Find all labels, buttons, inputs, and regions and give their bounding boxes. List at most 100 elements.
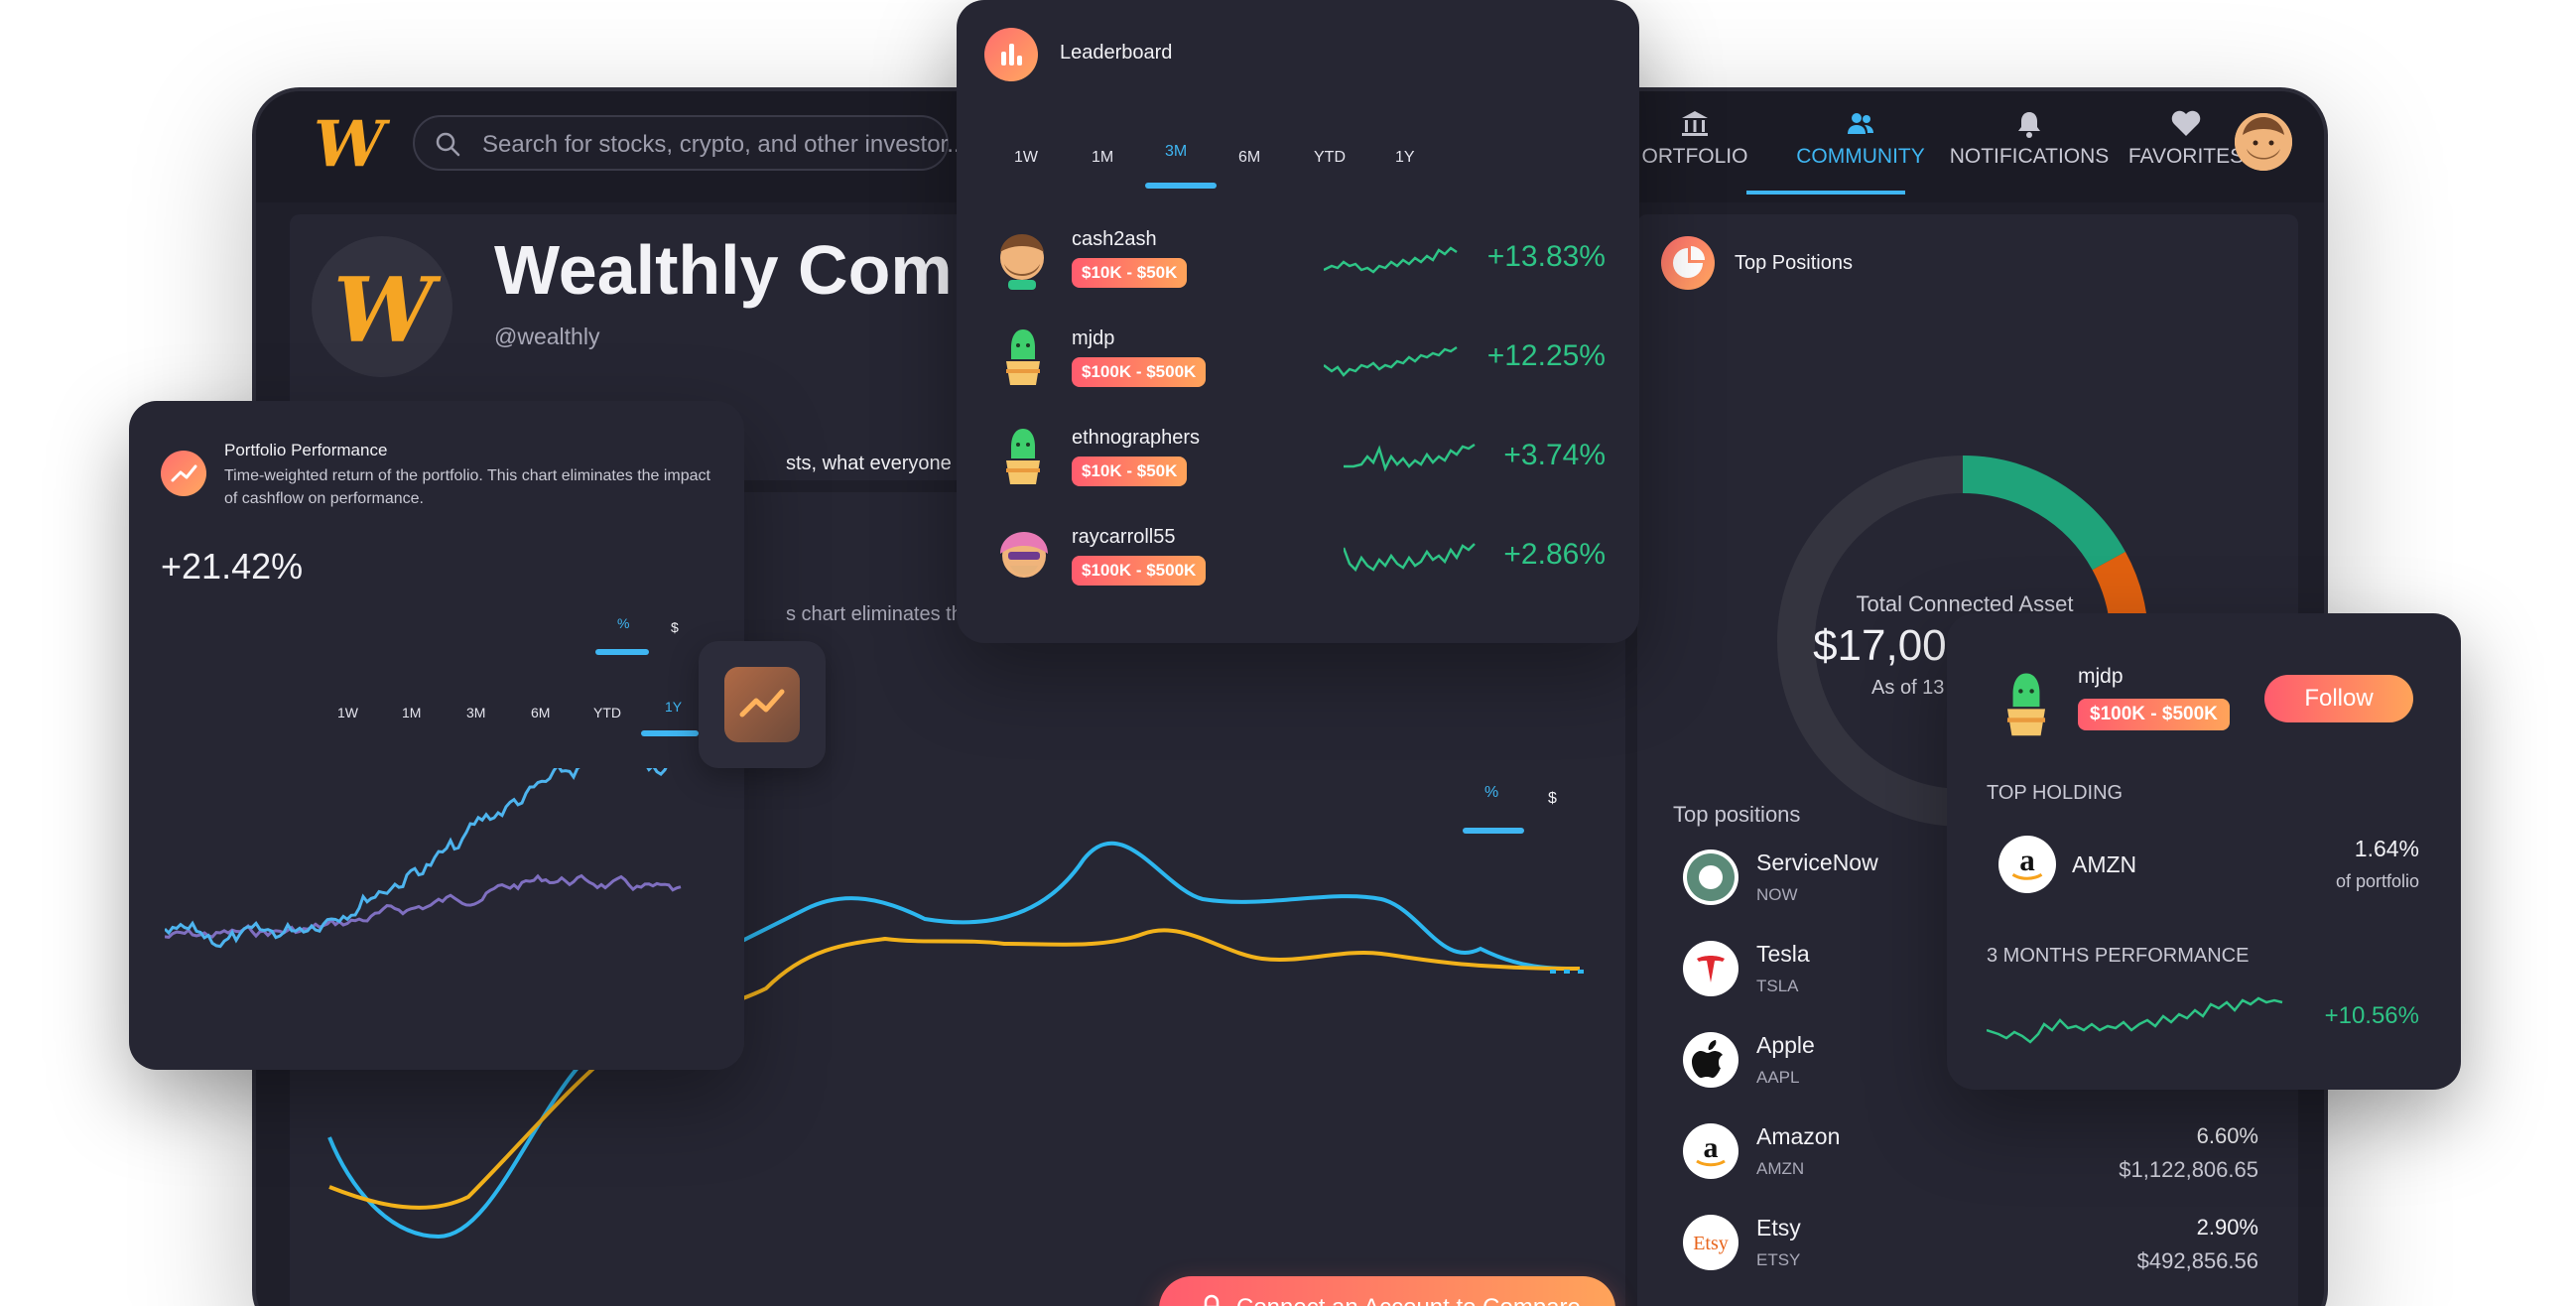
position-name: Etsy	[1756, 1215, 1801, 1241]
position-ticker: ETSY	[1756, 1250, 1801, 1269]
top-positions-list-title: Top positions	[1673, 802, 1801, 827]
position-percent: 6.60%	[2196, 1123, 2258, 1148]
leaderboard-row[interactable]: ethnographers $10K - $50K +3.74%	[957, 419, 1639, 518]
svg-text:a: a	[2019, 843, 2035, 877]
positions-list: ServiceNow NOW Tesla TSLA Apple AAPL a	[1683, 849, 2258, 1306]
position-value: $1,122,806.65	[2119, 1157, 2258, 1182]
performance-label: 3 MONTHS PERFORMANCE	[1987, 945, 2250, 967]
holding-subtext: of portfolio	[2335, 871, 2419, 891]
nav-active-indicator	[1746, 191, 1905, 195]
users-icon	[1848, 113, 1873, 134]
person-avatar-icon	[1000, 532, 1048, 578]
tab-1w[interactable]: 1W	[1014, 149, 1038, 166]
bearded-avatar-icon	[1000, 234, 1044, 290]
nav-portfolio[interactable]: ORTFOLIO	[1625, 109, 1764, 169]
position-row-amazon[interactable]: a Amazon AMZN 6.60% $1,122,806.65	[1683, 1123, 2258, 1215]
portfolio-performance-title: Portfolio Performance	[224, 441, 388, 459]
position-percent: 2.90%	[2196, 1215, 2258, 1240]
nav-favorites[interactable]: FAVORITES	[2112, 109, 2260, 169]
donut-segment-green[interactable]	[1777, 456, 2148, 827]
tab-ytd[interactable]: YTD	[1314, 149, 1346, 166]
percent-toggle-indicator	[595, 649, 649, 655]
search-icon	[436, 132, 460, 157]
tab-1m[interactable]: 1M	[402, 705, 422, 720]
leaderboard-tab-indicator	[1145, 183, 1217, 189]
bell-icon	[2018, 112, 2040, 138]
search-input[interactable]: Search for stocks, crypto, and other inv…	[413, 115, 961, 171]
tab-1m[interactable]: 1M	[1092, 149, 1114, 166]
leaderboard-list: cash2ash $10K - $50K +13.83% mjdp $100K …	[957, 220, 1639, 637]
wealthly-logo: W	[333, 258, 434, 363]
position-row-tesla[interactable]: Tesla TSLA	[1683, 941, 2258, 1032]
comparison-line-yellow	[328, 928, 1581, 1210]
leaderboard-card: Leaderboard 1W 1M 3M 6M YTD 1Y cash2ash …	[957, 0, 1639, 643]
portfolio-size-badge: $10K - $50K	[1072, 258, 1188, 288]
portfolio-range-tabs: 1W 1M 3M 6M YTD 1Y	[129, 695, 744, 744]
performance-value: +10.56%	[2324, 1002, 2419, 1029]
comparison-chart	[327, 841, 1586, 1240]
cactus-avatar-icon	[1006, 429, 1040, 484]
leaderboard-username[interactable]: ethnographers	[1072, 427, 1200, 449]
percent-toggle-indicator	[1463, 828, 1524, 834]
tab-1y[interactable]: 1Y	[1395, 149, 1415, 166]
nav-notifications-label: NOTIFICATIONS	[1949, 145, 2110, 168]
leaderboard-change: +2.86%	[1503, 538, 1606, 571]
nav-community[interactable]: COMMUNITY	[1768, 109, 1953, 169]
percent-toggle[interactable]: %	[617, 615, 630, 631]
nav-notifications[interactable]: NOTIFICATIONS	[1925, 109, 2133, 169]
follow-button[interactable]: Follow	[2264, 675, 2413, 722]
portfolio-performance-description: Time-weighted return of the portfolio. T…	[224, 467, 710, 507]
tab-6m[interactable]: 6M	[1238, 149, 1261, 166]
comparison-line-blue	[327, 841, 1581, 1240]
etsy-logo-icon: Etsy	[1683, 1215, 1739, 1270]
user-name[interactable]: mjdp	[2078, 665, 2124, 688]
position-row-servicenow[interactable]: ServiceNow NOW	[1683, 849, 2258, 941]
position-name: Tesla	[1756, 941, 1810, 967]
performance-sparkline	[1987, 996, 2283, 1044]
portfolio-size-badge: $100K - $500K	[1072, 357, 1207, 387]
leaderboard-row[interactable]: mjdp $100K - $500K +12.25%	[957, 320, 1639, 419]
cactus-avatar-icon	[1006, 329, 1040, 385]
leaderboard-row[interactable]: cash2ash $10K - $50K +13.83%	[957, 220, 1639, 320]
leaderboard-row[interactable]: raycarroll55 $100K - $500K +2.86%	[957, 518, 1639, 617]
leaderboard-username[interactable]: raycarroll55	[1072, 526, 1176, 548]
position-ticker: TSLA	[1756, 977, 1799, 995]
portfolio-performance-chart	[165, 768, 682, 949]
position-row-etsy[interactable]: Etsy Etsy ETSY 2.90% $492,856.56	[1683, 1215, 2258, 1306]
tab-3m[interactable]: 3M	[466, 705, 486, 720]
usd-toggle[interactable]: $	[671, 619, 679, 635]
user-holding-card: mjdp $100K - $500K Follow TOP HOLDING a …	[1947, 613, 2461, 1090]
top-holding-label: TOP HOLDING	[1987, 782, 2124, 804]
usd-toggle[interactable]: $	[1548, 790, 1557, 807]
wealthly-logo[interactable]: W	[314, 107, 385, 182]
tab-ytd[interactable]: YTD	[593, 705, 621, 720]
nav-portfolio-label: ORTFOLIO	[1641, 145, 1748, 168]
benchmark-line	[165, 873, 682, 939]
sparkline	[1324, 345, 1458, 377]
nav-community-label: COMMUNITY	[1796, 145, 1925, 168]
leaderboard-username[interactable]: mjdp	[1072, 327, 1115, 349]
pie-chart-icon	[1661, 236, 1715, 290]
trend-up-icon	[161, 451, 206, 496]
connect-account-button[interactable]: Connect an Account to Compare	[1159, 1276, 1615, 1306]
amazon-logo-icon: a	[1683, 1123, 1739, 1179]
total-asset-label: Total Connected Asset	[1856, 591, 2074, 616]
position-row-apple[interactable]: Apple AAPL	[1683, 1032, 2258, 1123]
user-avatar[interactable]	[2235, 113, 2292, 171]
percent-toggle[interactable]: %	[1484, 784, 1499, 801]
position-ticker: AAPL	[1756, 1068, 1800, 1087]
connect-account-label: Connect an Account to Compare	[1236, 1294, 1581, 1306]
cactus-avatar-icon	[2006, 673, 2046, 736]
bank-icon	[1682, 111, 1708, 136]
leaderboard-change: +13.83%	[1486, 240, 1606, 273]
trend-widget-tile[interactable]	[699, 641, 826, 768]
leaderboard-change: +3.74%	[1503, 439, 1606, 471]
portfolio-size-badge: $10K - $50K	[1072, 457, 1188, 486]
tab-1y[interactable]: 1Y	[665, 699, 683, 715]
tab-3m[interactable]: 3M	[1165, 143, 1188, 160]
sparkline	[1344, 443, 1476, 472]
tab-6m[interactable]: 6M	[531, 705, 551, 720]
position-ticker: NOW	[1756, 885, 1798, 904]
leaderboard-username[interactable]: cash2ash	[1072, 228, 1157, 250]
tab-1w[interactable]: 1W	[337, 705, 358, 720]
